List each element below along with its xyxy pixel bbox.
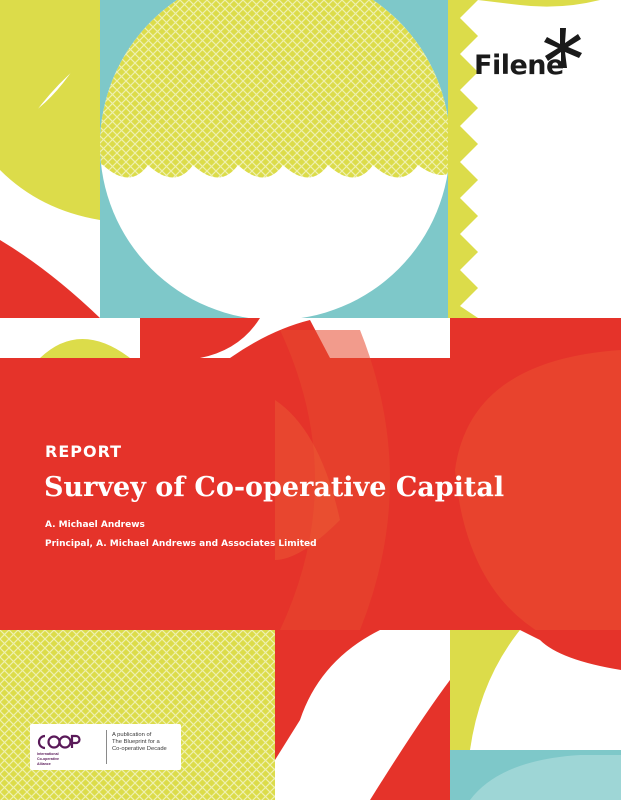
top-left-red-shape [0,240,100,318]
report-title: Survey of Co-operative Capital [44,472,505,503]
publisher-divider [106,730,107,764]
filene-asterisk-icon [544,28,582,68]
author-affiliation: Principal, A. Michael Andrews and Associ… [45,539,317,549]
bottom-left-mesh [0,630,275,800]
coop-org-name: International Co-operative Alliance [37,752,59,766]
publication-note: A publication of The Blueprint for a Co-… [112,732,167,752]
zigzag-edge [460,0,478,318]
report-label: REPORT [45,442,123,461]
mesh-scallop-fill [100,0,450,178]
bottom-right-teal [450,750,621,800]
publisher-box: International Co-operative Alliance A pu… [30,724,181,770]
filene-logo-text: Filene [474,50,564,81]
author-name: A. Michael Andrews [45,520,145,530]
coop-logo-icon [37,734,81,750]
